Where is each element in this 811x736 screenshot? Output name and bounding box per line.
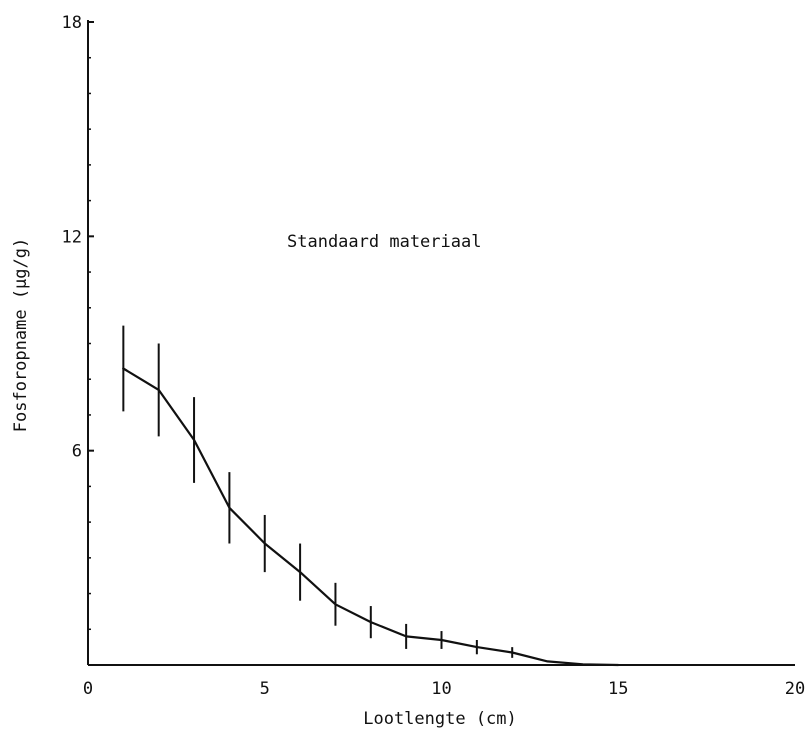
series-line (122, 367, 620, 667)
x-tick-label: 10 (431, 679, 451, 699)
x-axis-title: Lootlengte (cm) (363, 709, 517, 729)
y-tick-label: 6 (72, 442, 82, 462)
y-tick-label: 12 (62, 227, 82, 247)
x-tick-label: 15 (608, 679, 628, 699)
chart-annotation: Standaard materiaal (287, 232, 481, 252)
y-tick-label: 18 (62, 13, 82, 33)
x-tick-label: 20 (785, 679, 805, 699)
y-axis-ticks: 6 12 18 (62, 13, 94, 631)
x-tick-label: 0 (83, 679, 93, 699)
error-bars (122, 325, 514, 658)
y-axis-title: Fosforopname (µg/g) (11, 238, 31, 432)
x-tick-label: 5 (260, 679, 270, 699)
x-axis-ticks: 0 5 10 15 20 (83, 679, 805, 699)
